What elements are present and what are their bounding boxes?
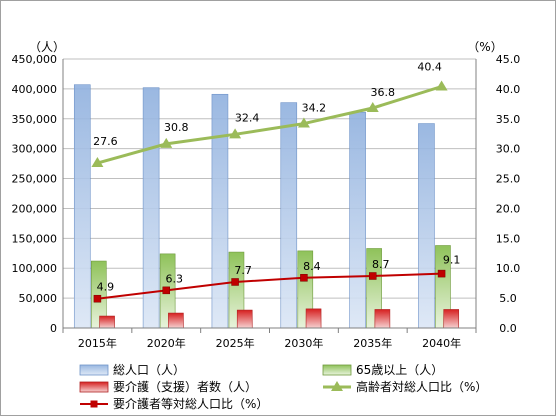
data-label: 27.6 <box>93 135 118 148</box>
legend-label: 65歳以上（人） <box>356 363 443 377</box>
right-tick-label: 5.0 <box>499 292 517 305</box>
right-tick-label: 10.0 <box>496 262 521 275</box>
elderly-ratio-marker <box>229 128 242 139</box>
bar-care <box>236 309 253 329</box>
care-ratio-line <box>97 272 442 300</box>
bar-total <box>418 123 435 329</box>
x-tick-label: 2025年 <box>216 336 255 350</box>
left-axis-ticks: 0 50,000 100,000 150,000 200,000 250,000 300,0… <box>12 53 58 335</box>
elderly-ratio-marker <box>160 137 173 148</box>
bar-total <box>211 93 229 329</box>
x-tick-label: 2030年 <box>284 336 323 350</box>
left-tick-label: 400,000 <box>12 83 58 96</box>
right-tick-label: 35.0 <box>496 113 521 126</box>
left-tick-label: 350,000 <box>12 113 58 126</box>
legend-label: 高齢者対総人口比（%） <box>356 379 487 394</box>
left-tick-label: 250,000 <box>12 173 58 186</box>
right-tick-label: 15.0 <box>496 232 521 245</box>
legend-label: 要介護者等対総人口比（%） <box>113 396 268 411</box>
left-tick-label: 450,000 <box>12 53 58 66</box>
data-label: 9.1 <box>443 254 461 267</box>
legend-marker <box>331 381 343 391</box>
x-tick-label: 2040年 <box>422 336 461 350</box>
gridlines <box>63 58 476 299</box>
x-axis-ticks: 2015年 2020年 2025年 2030年 2035年 2040年 <box>78 336 461 350</box>
bar-total <box>349 111 366 329</box>
data-label: 32.4 <box>235 111 260 124</box>
care-ratio-marker <box>162 286 170 295</box>
legend-swatch <box>79 381 109 393</box>
bar-care <box>305 308 322 329</box>
left-tick-label: 300,000 <box>12 143 58 156</box>
x-tick-label: 2015年 <box>78 336 117 350</box>
right-tick-label: 45.0 <box>496 53 521 66</box>
bar-care <box>443 309 460 329</box>
legend: 総人口（人） 65歳以上（人） 要介護（支援）者数（人） 高齢者対総人口比（%） 要介護… <box>79 363 487 411</box>
x-tick-label: 2020年 <box>147 336 186 350</box>
bar-care <box>374 309 391 329</box>
bar-total <box>280 102 298 329</box>
elderly-ratio-line <box>97 85 443 165</box>
bars <box>73 84 460 329</box>
left-tick-label: 50,000 <box>19 292 58 305</box>
data-label: 40.4 <box>417 60 442 73</box>
care-ratio-marker <box>437 269 446 278</box>
legend-label: 総人口（人） <box>113 363 185 377</box>
data-label: 36.8 <box>371 86 396 99</box>
left-tick-label: 150,000 <box>12 232 58 245</box>
right-tick-label: 20.0 <box>496 202 521 215</box>
left-axis-unit: （人） <box>29 40 65 54</box>
legend-marker <box>90 400 98 408</box>
right-axis-ticks: 0.0 5.0 10.0 15.0 20.0 25.0 30.0 35.0 40.0 45.0 <box>496 53 521 335</box>
right-axis-unit: （%） <box>467 40 502 54</box>
x-tick-label: 2035年 <box>353 336 392 350</box>
care-ratio-marker <box>93 294 102 303</box>
data-label: 30.8 <box>164 121 189 134</box>
legend-label: 要介護（支援）者数（人） <box>113 379 257 394</box>
data-label: 8.4 <box>303 260 321 273</box>
bar-care <box>168 312 184 329</box>
elderly-ratio-marker <box>435 80 448 91</box>
data-label: 7.7 <box>234 264 252 277</box>
right-tick-label: 40.0 <box>496 83 521 96</box>
elderly-ratio-marker <box>297 117 310 128</box>
care-ratio-marker <box>369 272 377 280</box>
legend-swatch <box>79 364 109 376</box>
left-tick-label: 100,000 <box>12 262 58 275</box>
data-label: 4.9 <box>97 281 115 294</box>
data-label: 34.2 <box>302 102 327 115</box>
data-label: 6.3 <box>166 272 184 285</box>
axes <box>62 59 477 333</box>
data-label: 8.7 <box>372 258 390 271</box>
elderly-ratio-marker <box>91 157 104 168</box>
right-tick-label: 0.0 <box>499 322 517 335</box>
left-tick-label: 200,000 <box>12 202 58 215</box>
left-tick-label: 0 <box>50 322 57 335</box>
right-tick-label: 25.0 <box>496 173 521 186</box>
care-ratio-marker <box>231 278 239 286</box>
bar-care <box>99 315 115 329</box>
care-ratio-marker <box>300 274 308 282</box>
legend-swatch <box>322 364 352 376</box>
right-tick-label: 30.0 <box>496 143 521 156</box>
elderly-ratio-marker <box>366 102 379 113</box>
bar-total <box>73 84 91 329</box>
line-series: 27.6 30.8 32.4 34.2 36.8 40.4 4.9 6.3 7.7 8.4 8.7 9… <box>91 60 461 303</box>
